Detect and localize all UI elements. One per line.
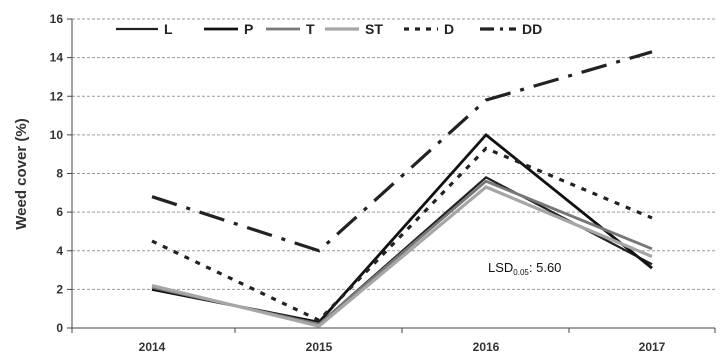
y-tick-label-16: 16 <box>50 12 64 26</box>
x-tick-label-2014: 2014 <box>139 340 166 354</box>
x-tick-label-2016: 2016 <box>473 340 500 354</box>
y-tick-label-10: 10 <box>50 128 64 142</box>
x-tick-label-2017: 2017 <box>639 340 666 354</box>
series-line-p <box>151 132 653 324</box>
series-line-st <box>151 185 653 328</box>
series-line-dd <box>151 50 653 253</box>
legend-label-l: L <box>164 21 173 37</box>
y-tick-label-6: 6 <box>56 205 63 219</box>
legend-label-dd: DD <box>522 21 542 37</box>
y-axis-label: Weed cover (%) <box>13 118 30 229</box>
gridlines <box>72 18 715 290</box>
y-tick-label-12: 12 <box>50 89 64 103</box>
lsd-annotation: LSD0.05: 5.60 <box>488 260 561 277</box>
legend-label-d: D <box>444 21 454 37</box>
y-tick-label-0: 0 <box>56 321 63 335</box>
legend-label-t: T <box>306 21 315 37</box>
axes <box>67 18 716 333</box>
series-lines <box>151 50 653 328</box>
legend-label-st: ST <box>365 21 383 37</box>
y-tick-label-8: 8 <box>56 167 63 181</box>
legend: L P T ST D DD <box>116 21 542 37</box>
x-tick-label-2015: 2015 <box>306 340 333 354</box>
y-tick-labels: 0 2 4 6 8 10 12 14 16 <box>50 12 64 335</box>
y-tick-label-14: 14 <box>50 51 64 65</box>
legend-label-p: P <box>244 21 253 37</box>
y-tick-label-2: 2 <box>56 282 63 296</box>
y-tick-label-4: 4 <box>56 244 63 258</box>
series-line-d <box>151 146 653 323</box>
x-tick-labels: 2014 2015 2016 2017 <box>139 340 666 354</box>
